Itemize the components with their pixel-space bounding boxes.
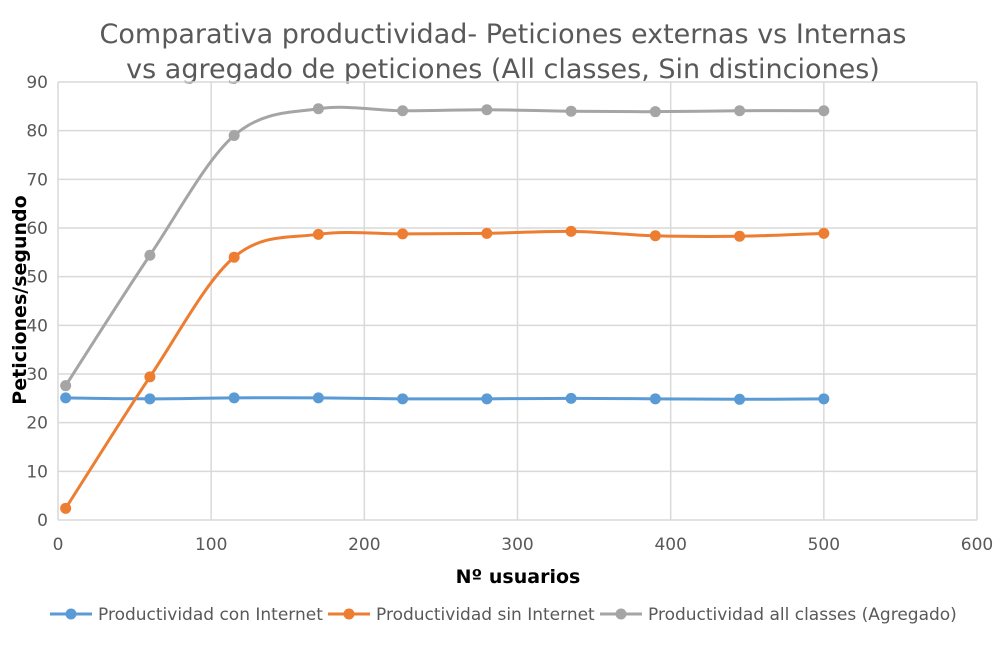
chart-title-line-2: vs agregado de peticiones (All classes, … [126,54,880,85]
data-point [734,230,746,242]
y-tick-label: 90 [26,73,48,93]
y-tick-label: 70 [26,170,48,190]
y-tick-label: 80 [26,122,48,142]
legend-marker [65,608,77,620]
chart-title-line-1: Comparativa productividad- Peticiones ex… [100,19,907,50]
data-point [397,228,409,240]
data-point [397,393,409,405]
data-point [565,225,577,237]
y-tick-label: 20 [26,414,48,434]
x-axis-title: Nº usuarios [456,566,581,588]
data-point [565,105,577,117]
data-point [60,380,72,392]
tick-labels: 0 10 20 30 40 50 60 70 80 90 0 100 200 300 400 500 600 [26,73,993,555]
y-tick-label: 40 [26,316,48,336]
series-3 [60,103,830,392]
legend-label: Productividad con Internet [98,605,323,625]
data-point [60,502,72,514]
data-point [144,371,156,383]
series-line [64,229,826,510]
data-point [228,130,240,142]
series-1 [60,392,830,405]
data-point [144,393,156,405]
y-axis-title: Peticiones/segundo [9,195,31,404]
gridlines [57,81,978,521]
series [60,103,830,514]
data-point [397,105,409,117]
data-point [565,392,577,404]
legend-label: Productividad sin Internet [376,605,595,625]
data-point [312,103,324,115]
data-point [818,105,830,117]
data-point [818,227,830,239]
chart-title: Comparativa productividad- Peticiones ex… [100,19,907,85]
legend: Productividad con Internet Productividad … [50,605,957,625]
data-point [60,392,72,404]
x-tick-label: 200 [348,535,380,555]
data-point [481,393,493,405]
data-point [481,227,493,239]
legend-item: Productividad con Internet [50,605,323,625]
series-line [64,105,826,388]
data-point [312,392,324,404]
x-tick-label: 300 [501,535,533,555]
x-tick-label: 400 [654,535,686,555]
y-tick-label: 10 [26,462,48,482]
data-point [228,392,240,404]
data-point [649,230,661,242]
legend-marker [615,608,627,620]
y-tick-label: 0 [37,511,48,531]
x-tick-label: 500 [808,535,840,555]
legend-marker [343,608,355,620]
legend-label: Productividad all classes (Agregado) [648,605,957,625]
y-tick-label: 30 [26,365,48,385]
y-tick-label: 50 [26,268,48,288]
data-point [818,393,830,405]
data-point [481,104,493,116]
data-point [649,106,661,118]
series-2 [60,225,830,514]
legend-item: Productividad sin Internet [328,605,595,625]
data-point [312,228,324,240]
x-tick-label: 0 [53,535,64,555]
data-point [228,251,240,263]
y-tick-label: 60 [26,219,48,239]
data-point [734,105,746,117]
data-point [649,393,661,405]
x-tick-label: 100 [195,535,227,555]
series-line [64,396,826,401]
x-tick-label: 600 [961,535,993,555]
legend-item: Productividad all classes (Agregado) [600,605,957,625]
data-point [144,249,156,261]
data-point [734,393,746,405]
